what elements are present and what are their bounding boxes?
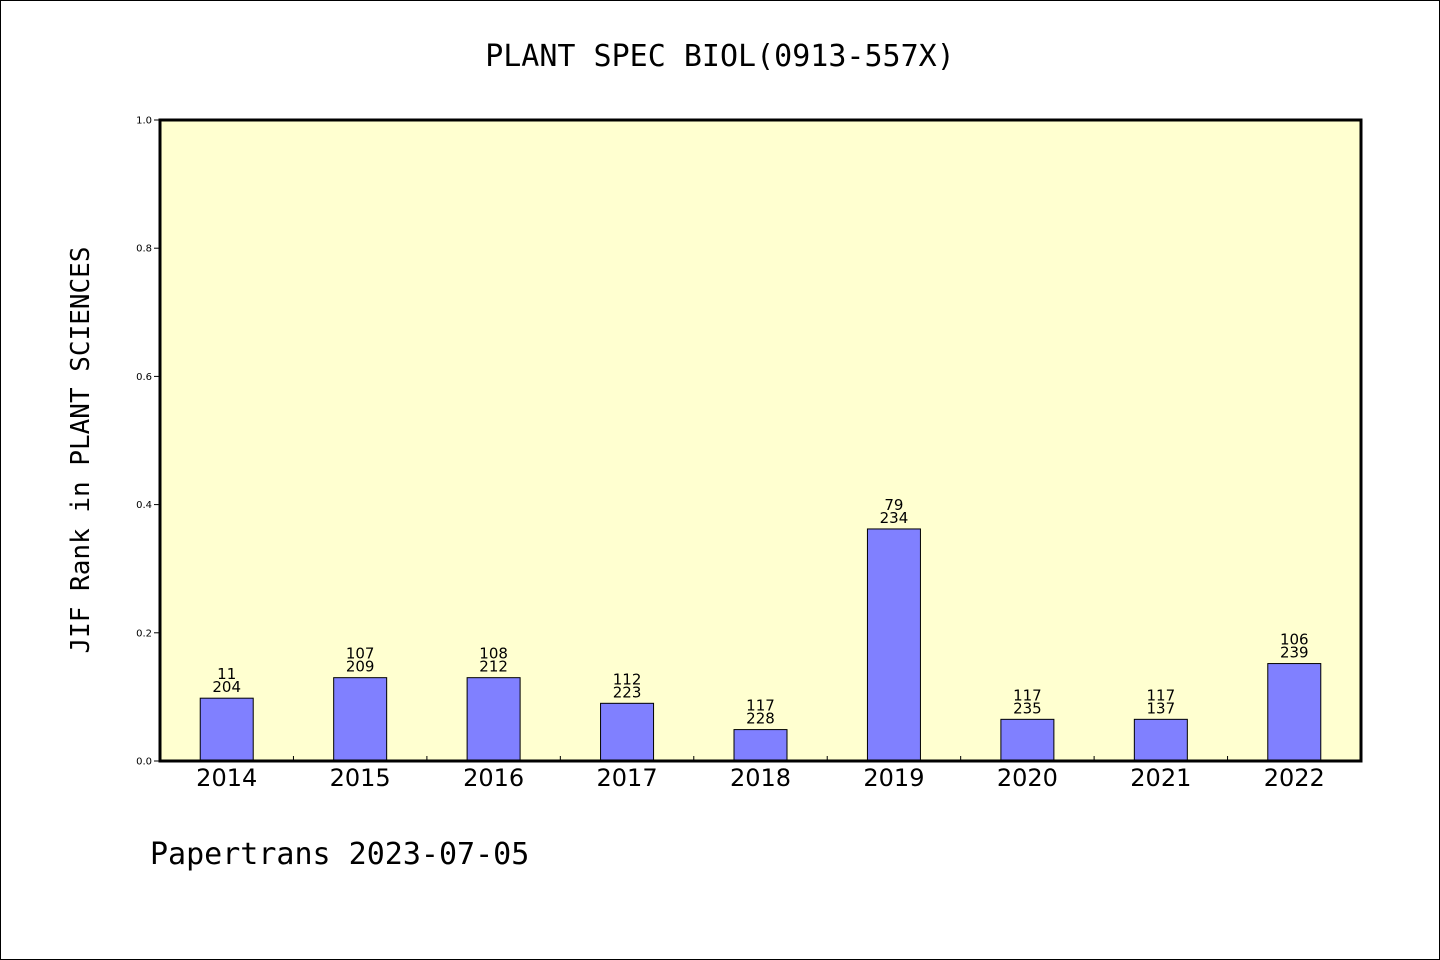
data-label-bottom: 137 xyxy=(1147,699,1176,717)
y-axis: 0.0 0.2 0.4 0.6 0.8 1.0 xyxy=(136,116,160,768)
data-label-bottom: 209 xyxy=(346,658,375,676)
data-label-bottom: 234 xyxy=(880,509,909,527)
y-tick-label: 0.8 xyxy=(136,244,152,255)
bars xyxy=(199,528,1322,762)
chart-title: PLANT SPEC BIOL(0913-557X) xyxy=(485,39,955,74)
data-label-top: 117 xyxy=(1013,686,1042,704)
x-tick-label: 2017 xyxy=(597,764,658,792)
x-tick-label: 2016 xyxy=(463,764,524,792)
bar-2019 xyxy=(866,528,921,762)
x-axis: 2014 2015 2016 2017 2018 2019 2020 2021 2022 xyxy=(196,756,1325,792)
y-tick-label: 0.4 xyxy=(136,500,152,511)
bar-2022 xyxy=(1267,663,1322,762)
y-tick-label: 0.2 xyxy=(136,628,152,639)
data-label-bottom: 223 xyxy=(613,683,642,701)
data-label-bottom: 235 xyxy=(1013,699,1042,717)
x-tick-label: 2020 xyxy=(997,764,1058,792)
data-label-top: 11 xyxy=(217,665,236,683)
x-tick-label: 2015 xyxy=(330,764,391,792)
y-axis-label: JIF Rank in PLANT SCIENCES xyxy=(66,247,96,654)
bar-2018 xyxy=(733,729,788,762)
bar-2021 xyxy=(1133,718,1188,762)
data-label-top: 106 xyxy=(1280,631,1309,649)
x-tick-label: 2019 xyxy=(863,764,924,792)
data-label-top: 112 xyxy=(613,670,642,688)
bar-2014 xyxy=(199,697,254,762)
data-label-bottom: 204 xyxy=(212,678,241,696)
y-tick-label: 1.0 xyxy=(136,116,152,127)
y-tick-label: 0.0 xyxy=(136,757,152,768)
data-label-top: 117 xyxy=(746,697,775,715)
data-label-top: 108 xyxy=(479,645,508,663)
plot-area xyxy=(158,118,1363,763)
x-tick-label: 2021 xyxy=(1130,764,1191,792)
x-tick-label: 2018 xyxy=(730,764,791,792)
y-tick-label: 0.6 xyxy=(136,372,152,383)
data-label-bottom: 239 xyxy=(1280,644,1309,662)
x-tick-label: 2022 xyxy=(1264,764,1325,792)
data-label-top: 117 xyxy=(1147,686,1176,704)
bar-2016 xyxy=(466,677,521,762)
bar-2017 xyxy=(600,702,655,762)
footer-text: Papertrans 2023-07-05 xyxy=(150,837,529,872)
x-tick-label: 2014 xyxy=(196,764,257,792)
bar-2015 xyxy=(333,677,388,762)
data-label-bottom: 212 xyxy=(479,658,508,676)
bar-2020 xyxy=(1000,718,1055,762)
data-label-top: 79 xyxy=(884,496,903,514)
data-label-bottom: 228 xyxy=(746,710,775,728)
plot-border xyxy=(158,118,1363,763)
data-label-top: 107 xyxy=(346,645,375,663)
